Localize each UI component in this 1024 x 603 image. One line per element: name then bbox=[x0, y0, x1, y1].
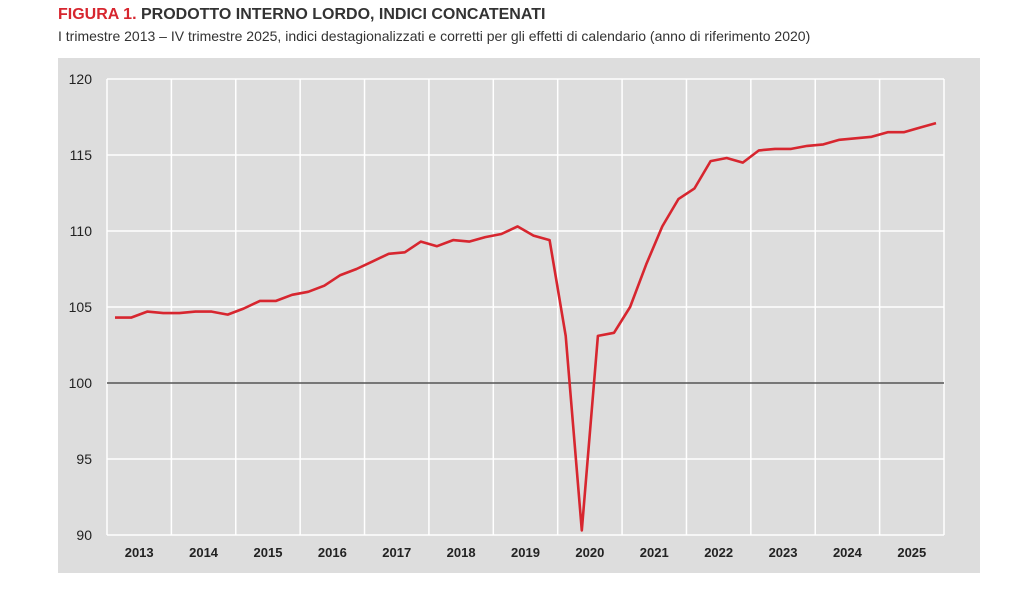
figure-title: FIGURA 1. PRODOTTO INTERNO LORDO, INDICI… bbox=[58, 6, 545, 24]
y-tick-label: 90 bbox=[76, 527, 92, 543]
x-tick-label: 2018 bbox=[447, 545, 476, 560]
y-tick-label: 115 bbox=[70, 147, 93, 163]
x-tick-label: 2021 bbox=[640, 545, 669, 560]
y-tick-label: 110 bbox=[70, 223, 93, 239]
chart-title: PRODOTTO INTERNO LORDO, INDICI CONCATENA… bbox=[140, 6, 546, 23]
x-tick-label: 2023 bbox=[769, 545, 798, 560]
series-line-pil bbox=[115, 121, 937, 532]
y-tick-label: 120 bbox=[69, 71, 93, 87]
x-tick-label: 2022 bbox=[704, 545, 733, 560]
x-tick-label: 2024 bbox=[833, 545, 863, 560]
y-tick-label: 95 bbox=[76, 451, 92, 467]
x-tick-label: 2019 bbox=[511, 545, 540, 560]
x-tick-label: 2020 bbox=[575, 545, 604, 560]
x-tick-label: 2017 bbox=[382, 545, 411, 560]
y-tick-label: 105 bbox=[69, 299, 93, 315]
y-tick-label: 100 bbox=[69, 375, 93, 391]
figure-label: FIGURA 1. bbox=[58, 6, 137, 23]
x-tick-label: 2015 bbox=[254, 545, 283, 560]
x-tick-label: 2014 bbox=[189, 545, 219, 560]
x-tick-label: 2025 bbox=[897, 545, 926, 560]
chart-subtitle: I trimestre 2013 – IV trimestre 2025, in… bbox=[58, 28, 811, 44]
x-tick-label: 2016 bbox=[318, 545, 347, 560]
x-tick-label: 2013 bbox=[125, 545, 154, 560]
